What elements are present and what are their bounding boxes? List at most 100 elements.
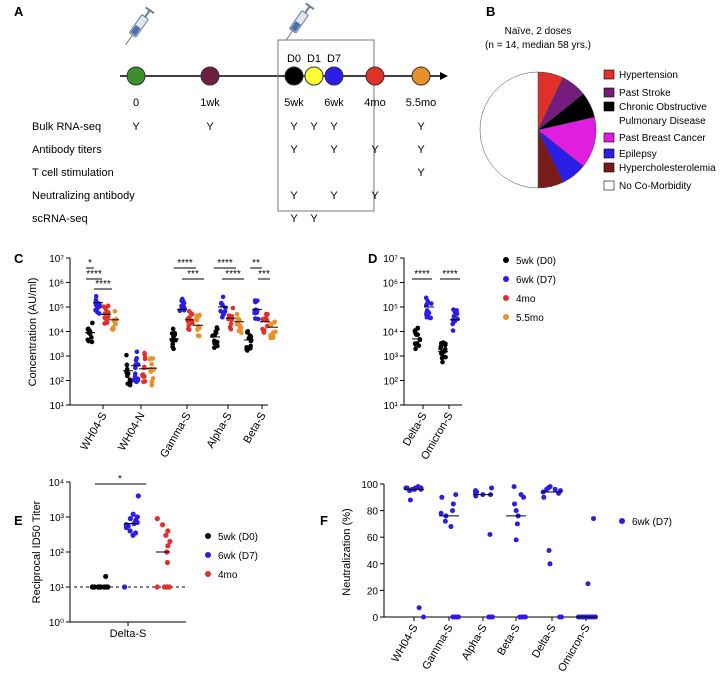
c-point-2-1-10 xyxy=(142,355,148,360)
timepoint-day-4: D7 xyxy=(327,53,341,65)
assay-mark-0-1: Y xyxy=(206,121,214,133)
d-point-0-0-0 xyxy=(413,346,418,352)
f-point-1-4 xyxy=(438,510,444,516)
c-point-2-2-8 xyxy=(186,327,192,333)
d-point-0-1-13 xyxy=(438,346,443,351)
e-y-ticklabel-1: 10¹ xyxy=(50,583,65,594)
d-point-0-1-12 xyxy=(438,341,444,346)
c-point-2-1-6 xyxy=(142,350,147,356)
c-y-ticklabel-4: 10⁵ xyxy=(49,303,64,314)
c-point-1-3-5 xyxy=(218,308,223,314)
pie-legend-swatch-4 xyxy=(603,148,615,159)
c-point-1-0-11 xyxy=(97,303,103,309)
c-sig-label-4: *** xyxy=(187,269,199,280)
c-sig-label-0: * xyxy=(88,258,92,269)
e-legend-label-1: 6wk (D7) xyxy=(218,551,258,562)
d-y-ticklabel-5: 10⁶ xyxy=(383,279,398,290)
c-point-2-2-10 xyxy=(188,310,193,316)
c-point-0-3-8 xyxy=(214,339,220,345)
e-point-1-13 xyxy=(135,493,141,499)
c-point-2-4-9 xyxy=(263,315,269,321)
assay-mark-3-5: Y xyxy=(371,190,379,202)
c-point-2-2-9 xyxy=(190,320,195,326)
syringe-icon-1-barrel xyxy=(129,14,149,38)
f-point-0-10 xyxy=(416,605,422,611)
c-point-0-4-11 xyxy=(244,330,250,335)
c-point-2-1-11 xyxy=(141,365,147,371)
c-point-2-3-11 xyxy=(230,305,236,311)
c-point-0-2-9 xyxy=(171,337,176,343)
d-point-1-0-11 xyxy=(428,315,434,321)
syringe-icon-2-fluid xyxy=(290,21,301,32)
c-point-3-4-11 xyxy=(271,320,277,325)
e-y-ticklabel-3: 10³ xyxy=(50,513,65,524)
e-y-ticklabel-0: 10⁰ xyxy=(49,618,64,629)
e-y-ticklabel-2: 10² xyxy=(50,548,65,559)
f-point-2-0 xyxy=(489,485,495,491)
f-point-2-11 xyxy=(490,614,495,620)
d-point-1-0-6 xyxy=(424,314,430,320)
c-xlabel-1: WH04-N xyxy=(116,410,148,453)
c-sig-label-1: **** xyxy=(86,269,102,280)
d-point-1-1-13 xyxy=(450,321,456,327)
panel-label-B: B xyxy=(486,4,495,19)
c-sig-label-3: **** xyxy=(177,258,193,269)
d-y-ticklabel-6: 10⁷ xyxy=(383,254,398,265)
syringe-icon-2 xyxy=(285,2,315,42)
f-point-0-9 xyxy=(407,497,413,503)
pie-legend-label-2a: Chronic Obstructive xyxy=(619,102,707,113)
c-point-1-3-6 xyxy=(220,294,226,300)
c-xlabel-0: WH04-S xyxy=(78,411,109,453)
c-point-0-3-2 xyxy=(214,325,220,330)
c-sig-label-8: *** xyxy=(258,269,270,280)
timepoint-label-6: 5.5mo xyxy=(406,97,437,109)
c-point-0-1-9 xyxy=(127,382,133,388)
timepoint-2 xyxy=(284,66,304,86)
timepoint-5 xyxy=(365,66,385,86)
c-sig-label-6: **** xyxy=(225,269,241,280)
timepoint-day-3: D1 xyxy=(307,53,321,65)
pie-legend-swatch-3 xyxy=(603,132,615,143)
d-point-1-0-3 xyxy=(428,301,434,306)
f-point-1-0 xyxy=(453,492,459,498)
e-legend-label-2: 4mo xyxy=(218,570,238,581)
d-y-ticklabel-1: 10² xyxy=(384,377,399,388)
e-point-2-11 xyxy=(159,522,166,528)
timepoint-4 xyxy=(324,66,344,86)
c-point-0-2-10 xyxy=(170,341,175,347)
pie-legend-label-2b: Pulmonary Disease xyxy=(619,116,706,127)
e-legend-dot-0 xyxy=(205,533,211,539)
c-point-0-1-8 xyxy=(124,373,130,379)
f-point-3-7 xyxy=(513,537,519,543)
c-point-3-1-11 xyxy=(149,382,155,388)
c-point-0-0-11 xyxy=(90,320,95,326)
d-point-0-0-5 xyxy=(417,337,423,343)
c-point-1-0-5 xyxy=(93,307,98,313)
f-xlabel-0: WH04-S xyxy=(389,623,420,665)
d-sig-label-0: **** xyxy=(414,269,430,280)
cd-legend-label-0: 5wk (D0) xyxy=(516,256,556,267)
syringe-icon-1 xyxy=(125,6,155,46)
e-point-1-10 xyxy=(127,516,133,522)
timepoint-0 xyxy=(126,66,146,86)
pie-title: Naïve, 2 doses xyxy=(505,26,572,37)
f-legend-dot-0 xyxy=(619,518,625,524)
c-point-1-2-11 xyxy=(180,298,186,304)
c-point-1-0-4 xyxy=(93,293,99,299)
assay-mark-1-4: Y xyxy=(330,144,338,156)
f-point-5-0 xyxy=(591,516,597,522)
d-xlabel-0: Delta-S xyxy=(401,411,430,449)
c-point-0-3-11 xyxy=(215,343,220,349)
c-point-3-1-2 xyxy=(149,361,154,367)
e-point-2-4 xyxy=(163,584,170,590)
panel-label-A: A xyxy=(14,4,24,19)
panel-label-F: F xyxy=(320,513,328,528)
syringe-icon-1-needle xyxy=(125,34,133,46)
panel-label-C: C xyxy=(14,251,24,266)
d-y-ticklabel-3: 10⁴ xyxy=(383,328,398,339)
f-point-4-8 xyxy=(546,548,552,553)
f-point-3-4 xyxy=(513,508,519,514)
c-point-3-1-10 xyxy=(148,369,154,374)
c-point-0-3-10 xyxy=(212,332,218,338)
